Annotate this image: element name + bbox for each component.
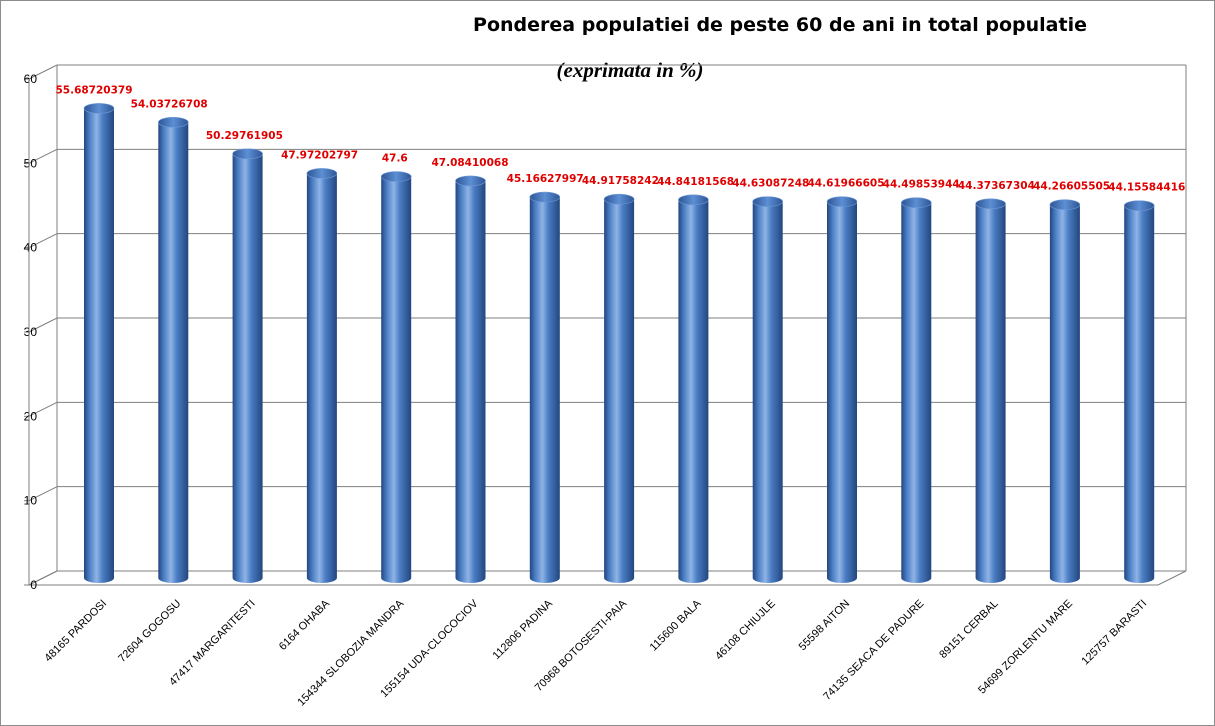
y-tick-label: 40 [24,241,38,255]
x-tick-label: 112806 PADINA [491,597,556,662]
bar-body [232,153,263,583]
data-label: 44.61966605 [807,178,884,190]
x-tick-label: 55598 AITON [797,598,853,654]
x-tick-label: 125757 BARASTI [1079,598,1149,668]
data-label: 47.08410068 [431,157,508,169]
data-label: 44.63087248 [732,178,809,190]
data-label: 45.16627997 [507,173,584,185]
gridline-side [28,317,58,333]
bar [975,198,1006,583]
data-label: 44.15584416 [1108,182,1185,194]
bar-body [306,173,337,583]
bar-top [1049,199,1081,210]
bar-body [975,203,1006,583]
bar-body [84,108,114,583]
bar-body [1124,205,1155,583]
bar-body [1049,204,1080,583]
bar-top [455,175,486,187]
x-tick-label: 6164 OHABA [277,597,333,653]
bar [83,103,115,583]
y-tick-label: 50 [24,156,38,170]
bar [306,168,338,583]
data-label: 44.91758242 [582,175,659,187]
bar-body [158,122,189,584]
data-label: 44.49853944 [883,179,960,191]
gridline-side [28,148,58,164]
bar [603,193,635,583]
data-label: 50.29761905 [206,130,283,142]
bar-body [604,199,635,583]
data-label: 54.03726708 [131,98,208,110]
bar-top [900,197,932,209]
bar-top [1123,200,1155,211]
bar [158,116,189,584]
gridline-side [28,233,58,249]
data-label: 44.37367304 [958,180,1035,192]
bar-top [306,168,338,179]
y-tick-label: 0 [30,578,37,592]
data-label: 44.84181568 [657,176,734,188]
bar-top [529,191,561,203]
bar-top [232,148,263,160]
bar-top [603,193,635,205]
x-tick-label: 48165 PARDOSI [42,598,109,665]
bar [529,191,561,583]
bar [826,196,858,583]
bar [752,196,784,583]
bar-body [678,199,709,583]
gridline-side [28,486,58,502]
y-tick-label: 30 [24,325,38,339]
data-label: 47.6 [382,153,408,165]
bars [83,103,1155,584]
x-tick-label: 46108 CHIUJLE [713,598,778,663]
bar-top [83,103,115,114]
bar-top [975,198,1006,210]
data-label: 47.97202797 [281,149,358,161]
x-tick-label: 72604 GOGOSU [116,598,183,665]
y-tick-label: 60 [24,72,38,86]
bar [232,148,263,583]
bar [1049,199,1081,583]
chart-subtitle: (exprimata in %) [556,58,704,82]
bar-top [678,194,709,206]
gridline-side [28,401,58,417]
data-label: 55.68720379 [55,84,132,96]
x-tick-label: 47417 MARGARITESTI [167,598,258,689]
data-label: 44.26605505 [1033,181,1110,193]
bar-body [901,202,932,583]
bar-body [381,176,412,583]
x-tick-label: 89151 CERBAL [937,598,1000,661]
data-labels: 55.68720379 54.03726708 50.29761905 47.9720… [55,84,1185,193]
bar-top [158,116,189,128]
bar-body [529,197,560,583]
bar-top [826,196,858,208]
y-tick-label: 10 [24,494,38,508]
bar [900,197,932,583]
bar-body [455,180,486,584]
bar-top [752,196,784,207]
bar-top [380,171,412,182]
bar-body [827,201,857,583]
gridline-side [28,64,58,80]
bar [380,171,412,583]
y-tick-label: 20 [24,409,38,423]
gridline-side [28,570,58,586]
y-axis: 0 10 20 30 40 50 60 [24,72,38,592]
bar-body [752,201,783,583]
x-tick-label: 115600 BALA [648,597,704,653]
bar [1123,200,1155,583]
bar [455,175,486,584]
chart-title: Ponderea populatiei de peste 60 de ani i… [473,14,1087,36]
bar [678,194,709,583]
